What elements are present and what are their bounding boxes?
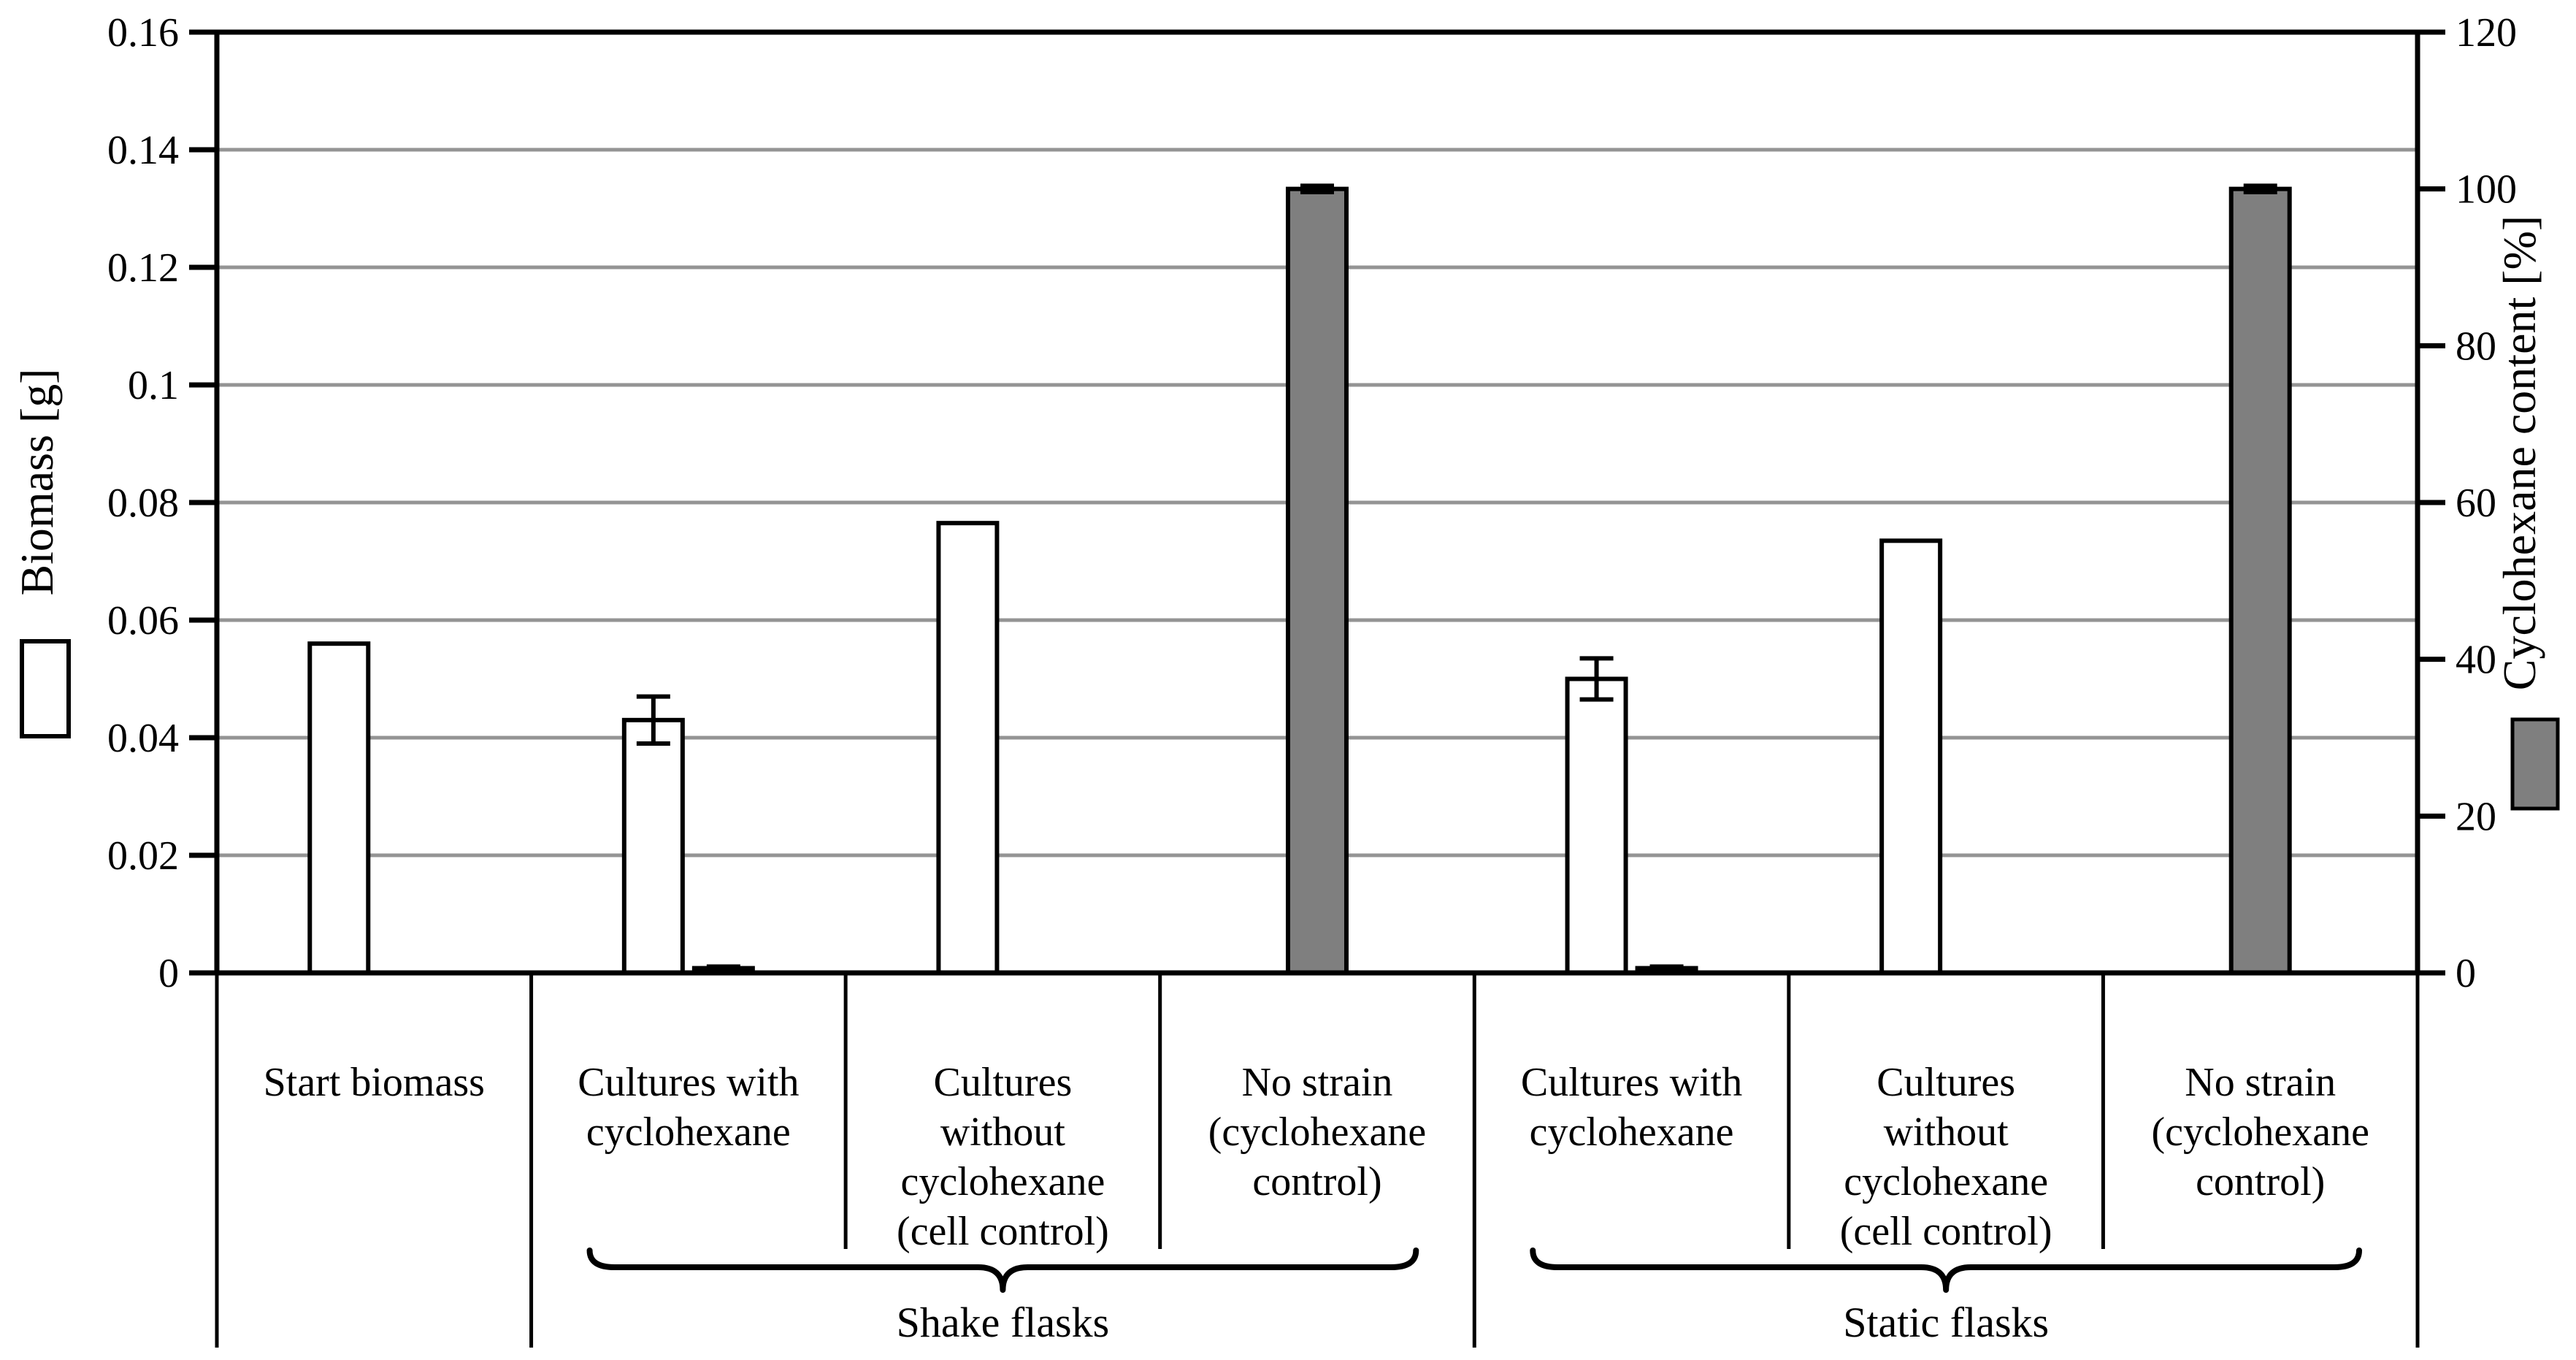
left-axis-tick-label: 0.12 bbox=[107, 245, 179, 291]
group-label: Static flasks bbox=[1843, 1299, 2049, 1346]
group-brace bbox=[1530, 1248, 2362, 1293]
bar-biomass-5 bbox=[1879, 538, 1943, 975]
left-axis-tick-label: 0 bbox=[158, 951, 179, 996]
category-label-line: (cell control) bbox=[1840, 1209, 2052, 1254]
category-label-line: Cultures bbox=[1877, 1060, 2015, 1105]
category-label-line: without bbox=[1884, 1109, 2009, 1155]
category-label-line: (cyclohexane bbox=[2151, 1109, 2369, 1155]
category-label-line: cyclohexane bbox=[1844, 1159, 2048, 1204]
left-axis-tick-label: 0.08 bbox=[107, 481, 179, 526]
left-axis-tick-label: 0.06 bbox=[107, 598, 179, 643]
category-label-line: Cultures with bbox=[1521, 1060, 1742, 1105]
category-label-line: (cyclohexane bbox=[1208, 1109, 1426, 1155]
category-label-line: Start biomass bbox=[264, 1060, 485, 1105]
bar-cyclohexane-6 bbox=[2228, 186, 2292, 976]
left-axis-tick-label: 0.02 bbox=[107, 833, 179, 879]
category-label-line: without bbox=[940, 1109, 1066, 1155]
right-axis-tick-label: 60 bbox=[2456, 481, 2496, 526]
bar-biomass-0 bbox=[307, 641, 371, 975]
bar-biomass-2 bbox=[936, 521, 1000, 975]
left-axis-tick-label: 0.16 bbox=[107, 10, 179, 56]
right-axis-tick-label: 40 bbox=[2456, 638, 2496, 683]
left-axis-tick-label: 0.04 bbox=[107, 716, 179, 761]
right-axis-tick-label: 0 bbox=[2456, 951, 2476, 996]
group-label: Shake flasks bbox=[897, 1299, 1110, 1346]
category-label-line: control) bbox=[2196, 1159, 2325, 1204]
category-label-line: cyclohexane bbox=[901, 1159, 1105, 1204]
right-axis-tick-label: 80 bbox=[2456, 324, 2496, 369]
category-label-line: cyclohexane bbox=[1530, 1109, 1734, 1155]
legend-swatch-biomass bbox=[20, 639, 71, 738]
bar-biomass-1 bbox=[621, 717, 685, 975]
left-axis-tick-label: 0.14 bbox=[107, 128, 179, 173]
left-axis-tick-label: 0.1 bbox=[128, 363, 179, 408]
left-axis-title: Biomass [g] bbox=[11, 368, 63, 595]
bar-cyclohexane-3 bbox=[1286, 186, 1349, 976]
group-brace bbox=[586, 1248, 1419, 1293]
bar-biomass-4 bbox=[1565, 676, 1628, 975]
right-axis-tick-label: 120 bbox=[2456, 10, 2517, 56]
right-axis-tick-label: 100 bbox=[2456, 167, 2517, 213]
category-label-line: (cell control) bbox=[897, 1209, 1109, 1254]
right-axis-title: Cyclohexane content [%] bbox=[2493, 215, 2545, 690]
category-label-line: No strain bbox=[2185, 1060, 2336, 1105]
category-label-line: control) bbox=[1252, 1159, 1381, 1204]
right-axis-tick-label: 20 bbox=[2456, 794, 2496, 839]
category-label-line: cyclohexane bbox=[586, 1109, 791, 1155]
category-label-line: Cultures with bbox=[578, 1060, 799, 1105]
category-label-line: Cultures bbox=[934, 1060, 1073, 1105]
category-label-line: No strain bbox=[1242, 1060, 1393, 1105]
legend-swatch-cyclohexane bbox=[2510, 717, 2560, 811]
